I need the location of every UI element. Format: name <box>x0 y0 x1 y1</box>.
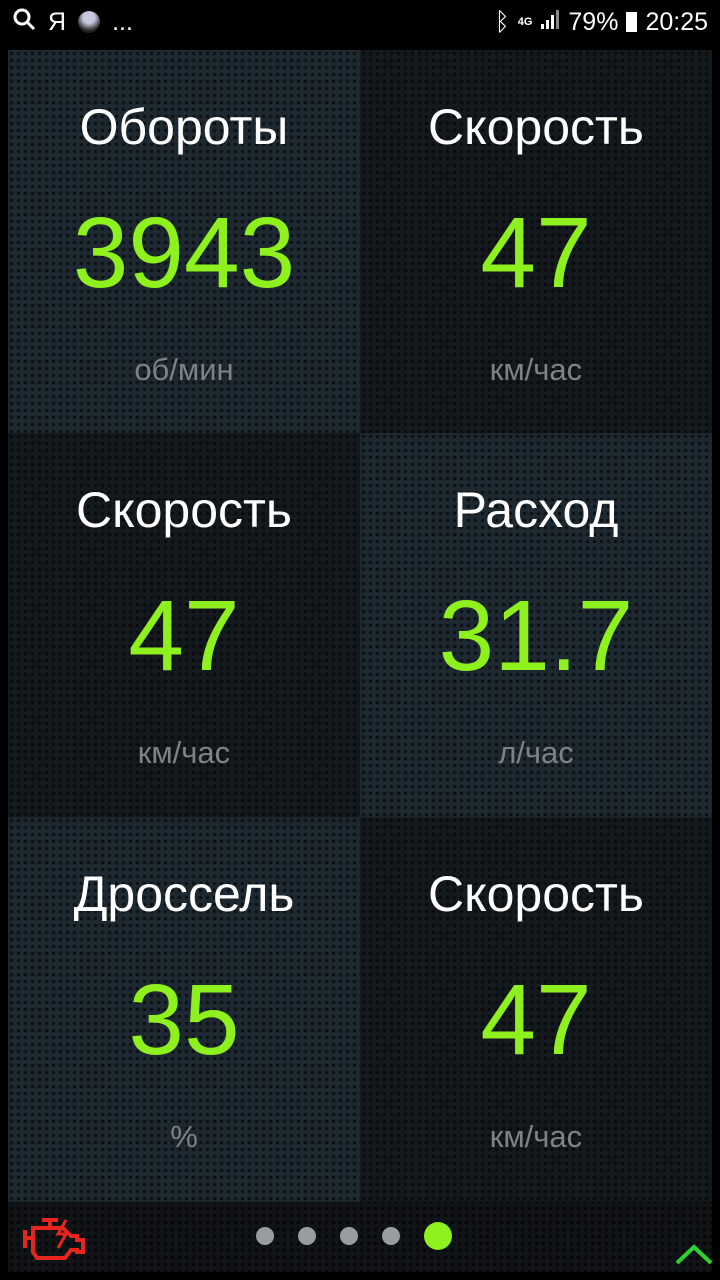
search-icon <box>12 7 36 38</box>
page-indicator <box>256 1222 452 1250</box>
gauge-title: Обороты <box>79 99 289 155</box>
dashboard: Обороты 3943 об/мин Скорость 47 км/час Скоро… <box>8 50 714 1272</box>
gauge-unit: л/час <box>498 735 574 770</box>
page-dot-active[interactable] <box>424 1222 452 1250</box>
bluetooth-icon: ᛒ <box>494 7 510 36</box>
gauge-speed[interactable]: Скорость 47 км/час <box>360 50 712 433</box>
gauge-throttle[interactable]: Дроссель 35% <box>8 817 360 1202</box>
clock: 20:25 <box>645 7 708 36</box>
avatar-icon <box>78 11 101 33</box>
gauge-speed[interactable]: Скорость 47 км/час <box>360 817 712 1202</box>
page-dot[interactable] <box>382 1227 400 1245</box>
gauge-unit: % <box>170 1119 198 1154</box>
gauge-value: 47 <box>128 580 240 692</box>
gauge-value: 3943 <box>72 197 296 309</box>
yandex-icon: Я <box>48 7 67 36</box>
gauge-unit: об/мин <box>134 352 234 387</box>
check-engine-icon[interactable] <box>22 1216 88 1265</box>
more-notifications: ... <box>112 7 133 36</box>
gauge-rpm[interactable]: Обороты 3943 об/мин <box>8 50 360 433</box>
gauge-value: 31.7 <box>438 580 634 692</box>
signal-icon <box>540 8 560 37</box>
gauge-title: Расход <box>453 482 619 538</box>
gauge-title: Скорость <box>428 99 644 155</box>
chevron-up-icon[interactable] <box>674 1243 714 1270</box>
gauge-unit: км/час <box>489 1119 583 1154</box>
gauge-value: 47 <box>480 197 592 309</box>
page-dot[interactable] <box>340 1227 358 1245</box>
battery-percent: 79% <box>568 7 619 36</box>
gauge-title: Дроссель <box>73 866 295 922</box>
gauge-unit: км/час <box>137 735 231 770</box>
gauge-unit: км/час <box>489 352 583 387</box>
page-dot[interactable] <box>256 1227 274 1245</box>
gauge-speed[interactable]: Скорость 47 км/час <box>8 433 360 817</box>
status-bar: Я ... ᛒ 4G 79% 20:25 <box>0 0 720 44</box>
battery-icon <box>626 12 638 32</box>
bottom-bar <box>8 1202 714 1272</box>
network-type: 4G <box>517 16 533 28</box>
gauge-title: Скорость <box>428 866 644 922</box>
gauge-fuel-consumption[interactable]: Расход 31.7 л/час <box>360 433 712 817</box>
gauge-value: 35 <box>128 964 240 1076</box>
page-dot[interactable] <box>298 1227 316 1245</box>
gauge-title: Скорость <box>76 482 292 538</box>
gauge-value: 47 <box>480 964 592 1076</box>
